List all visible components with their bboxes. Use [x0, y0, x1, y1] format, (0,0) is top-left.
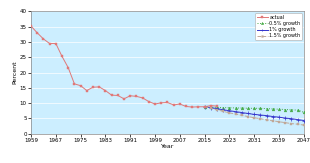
actual — [116, 95, 120, 96]
1% growth — [240, 112, 244, 114]
actual — [54, 43, 58, 44]
Line: 1% growth: 1% growth — [203, 105, 306, 122]
0.5% growth — [283, 109, 287, 111]
0.5% growth — [277, 108, 281, 110]
1% growth — [296, 119, 299, 121]
actual — [42, 38, 45, 40]
Y-axis label: Percent: Percent — [12, 61, 17, 84]
1.5% growth — [246, 116, 250, 118]
actual — [141, 97, 144, 99]
actual — [159, 102, 163, 104]
1% growth — [228, 110, 231, 112]
1.5% growth — [228, 112, 231, 114]
0.5% growth — [221, 107, 225, 109]
Legend: actual, 0.5% growth, 1% growth, 1.5% growth: actual, 0.5% growth, 1% growth, 1.5% gro… — [255, 13, 302, 40]
1.5% growth — [283, 122, 287, 124]
actual — [66, 67, 70, 69]
actual — [122, 98, 126, 100]
1.5% growth — [209, 107, 213, 109]
1% growth — [215, 108, 219, 110]
1% growth — [290, 118, 293, 120]
Line: 0.5% growth: 0.5% growth — [203, 105, 305, 114]
1.5% growth — [259, 118, 262, 120]
actual — [178, 103, 182, 105]
0.5% growth — [302, 111, 306, 113]
actual — [147, 101, 151, 103]
actual — [91, 86, 95, 88]
1% growth — [234, 111, 237, 113]
1.5% growth — [252, 117, 256, 119]
1% growth — [246, 112, 250, 114]
0.5% growth — [234, 107, 237, 109]
0.5% growth — [265, 108, 268, 110]
actual — [190, 106, 194, 108]
0.5% growth — [296, 109, 299, 111]
0.5% growth — [290, 109, 293, 111]
1% growth — [283, 117, 287, 119]
1% growth — [203, 106, 206, 108]
actual — [104, 90, 107, 92]
1% growth — [277, 116, 281, 118]
1.5% growth — [240, 114, 244, 116]
Line: actual: actual — [30, 25, 218, 108]
1% growth — [221, 109, 225, 111]
actual — [166, 102, 169, 104]
0.5% growth — [259, 107, 262, 109]
actual — [197, 106, 200, 108]
1.5% growth — [215, 109, 219, 111]
actual — [209, 105, 213, 107]
actual — [135, 95, 138, 97]
1% growth — [259, 114, 262, 116]
0.5% growth — [215, 106, 219, 108]
actual — [48, 43, 51, 44]
actual — [153, 103, 157, 105]
0.5% growth — [203, 106, 206, 108]
1% growth — [265, 115, 268, 117]
actual — [85, 90, 89, 92]
actual — [172, 104, 175, 106]
1% growth — [271, 116, 275, 118]
actual — [215, 105, 219, 107]
1.5% growth — [265, 119, 268, 121]
1.5% growth — [290, 123, 293, 125]
actual — [35, 32, 39, 34]
0.5% growth — [246, 107, 250, 109]
actual — [29, 25, 33, 27]
1.5% growth — [203, 106, 206, 108]
0.5% growth — [271, 108, 275, 110]
0.5% growth — [209, 106, 213, 108]
1.5% growth — [234, 113, 237, 115]
1% growth — [252, 113, 256, 115]
actual — [79, 85, 82, 87]
X-axis label: Year: Year — [161, 144, 174, 149]
1.5% growth — [277, 121, 281, 123]
actual — [97, 86, 101, 88]
actual — [73, 83, 76, 85]
Line: 1.5% growth: 1.5% growth — [204, 106, 305, 126]
0.5% growth — [252, 107, 256, 109]
1% growth — [302, 119, 306, 121]
1.5% growth — [271, 120, 275, 122]
actual — [60, 55, 64, 57]
0.5% growth — [240, 107, 244, 109]
actual — [110, 94, 113, 96]
1.5% growth — [296, 123, 299, 125]
1% growth — [209, 107, 213, 109]
actual — [203, 106, 206, 108]
1.5% growth — [221, 110, 225, 112]
actual — [184, 105, 188, 107]
actual — [128, 95, 132, 97]
1.5% growth — [302, 124, 306, 126]
0.5% growth — [228, 107, 231, 109]
